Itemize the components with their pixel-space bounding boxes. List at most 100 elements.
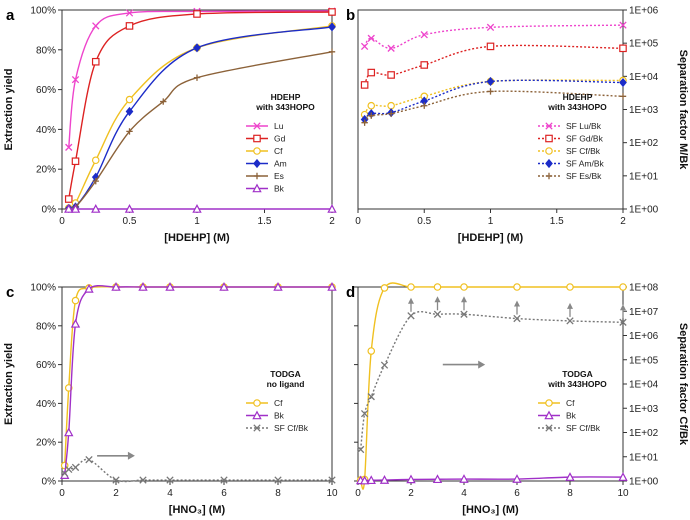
data-point	[92, 22, 100, 30]
data-point	[112, 476, 120, 484]
legend-label: SF Cf/Bk	[566, 146, 601, 156]
x-tick-label: 10	[617, 488, 629, 499]
y-tick-label: 1E+02	[629, 428, 659, 439]
legend-label: SF Lu/Bk	[566, 121, 602, 131]
panel-letter: c	[6, 284, 14, 301]
y-tick-label: 1E+01	[629, 171, 659, 182]
data-point	[328, 22, 336, 32]
series-sf-cf-bk	[356, 310, 627, 454]
data-point	[84, 283, 94, 293]
data-point	[486, 42, 495, 51]
legend-marker	[545, 399, 553, 407]
legend-marker	[252, 410, 262, 420]
data-point	[368, 112, 375, 119]
data-point	[193, 10, 201, 18]
panel-letter: d	[346, 284, 355, 301]
data-point	[513, 283, 521, 291]
y-tick-label: 0%	[42, 205, 57, 216]
series-line	[359, 310, 624, 450]
x-tick-label: 2	[408, 488, 414, 499]
y-tick-label: 40%	[36, 399, 56, 410]
data-point	[125, 22, 134, 30]
legend-item: SF Cf/Bk	[538, 146, 601, 156]
series-sf-cf-bk	[61, 456, 336, 484]
legend-item: SF Cf/Bk	[246, 423, 309, 433]
series-gd	[64, 8, 336, 203]
data-point	[139, 476, 147, 484]
data-point	[619, 283, 627, 291]
x-tick-label: 8	[275, 488, 281, 499]
y-tick-label: 1E+00	[629, 205, 659, 216]
y-tick-label: 20%	[36, 438, 56, 449]
data-point	[125, 106, 134, 117]
legend-title: with 343HOPO	[547, 379, 607, 389]
data-point	[486, 76, 495, 87]
x-tick-label: 1	[488, 216, 494, 227]
legend-item: Cf	[538, 398, 575, 408]
y-tick-label: 80%	[36, 321, 56, 332]
x-axis-label: [HNO₃] (M)	[169, 504, 226, 516]
legend-title: HDEHP	[271, 92, 301, 102]
y-tick-label: 1E+03	[629, 404, 659, 415]
data-point	[433, 310, 442, 318]
legend-label: SF Es/Bk	[566, 171, 602, 181]
x-tick-label: 4	[167, 488, 173, 499]
x-tick-label: 0	[355, 488, 361, 499]
data-point	[380, 361, 389, 369]
legend-item: Am	[246, 159, 287, 169]
data-point	[64, 195, 73, 203]
series-line	[64, 285, 332, 476]
data-point	[619, 77, 627, 88]
data-point	[328, 476, 336, 484]
legend-marker	[544, 410, 554, 420]
data-point	[126, 128, 133, 135]
data-point	[64, 427, 74, 437]
lower-limit-arrow-head	[567, 302, 573, 309]
panel-a: a 0 0.5 1 1.5 2 [HDEHP] (M) 0% 20% 40% 60% 80% 100% E…	[3, 6, 337, 244]
data-point	[125, 9, 134, 17]
data-point	[433, 283, 442, 291]
data-point	[327, 204, 337, 213]
series-line	[64, 458, 332, 483]
x-tick-label: 1	[194, 216, 200, 227]
lower-limit-arrow-head	[461, 296, 467, 303]
data-point	[487, 88, 494, 95]
data-point	[356, 445, 365, 454]
data-point	[359, 475, 370, 485]
x-tick-label: 4	[461, 488, 467, 499]
data-point	[111, 282, 121, 291]
data-point	[432, 474, 443, 484]
data-point	[367, 101, 376, 110]
data-point	[92, 177, 99, 185]
data-point	[387, 110, 395, 117]
data-point	[70, 204, 81, 213]
data-point	[327, 282, 337, 291]
legend-item: Lu	[246, 121, 284, 131]
data-point	[619, 44, 627, 53]
data-point	[166, 476, 174, 484]
data-point	[193, 74, 201, 81]
y-tick-label: 1E+03	[629, 105, 659, 116]
legend-marker	[253, 399, 261, 407]
data-point	[566, 317, 574, 325]
series-lu	[65, 7, 336, 151]
y-tick-label: 1E+07	[629, 307, 659, 318]
data-point	[220, 476, 228, 484]
data-point	[459, 474, 469, 483]
legend-label: Bk	[274, 184, 285, 194]
series-bk	[64, 204, 337, 213]
x-tick-label: 6	[221, 488, 227, 499]
series-cf	[64, 22, 336, 212]
data-point	[379, 475, 390, 484]
panel-letter: a	[6, 7, 15, 24]
panel-letter: b	[346, 7, 355, 24]
x-axis-label: [HNO₃] (M)	[462, 504, 519, 516]
data-point	[160, 98, 167, 105]
y-tick-label: 1E+06	[629, 331, 659, 342]
data-point	[367, 393, 375, 401]
data-point	[360, 409, 369, 418]
series-es	[65, 48, 336, 212]
data-point	[360, 81, 369, 89]
legend-item: SF Am/Bk	[538, 159, 605, 169]
